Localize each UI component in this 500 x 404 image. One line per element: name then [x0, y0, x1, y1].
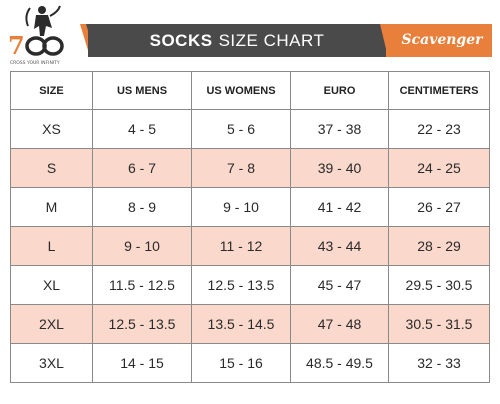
cell-us-womens: 15 - 16: [191, 343, 291, 383]
cell-us-mens: 6 - 7: [92, 148, 192, 188]
table-row: 3XL 14 - 15 15 - 16 48.5 - 49.5 32 - 33: [10, 343, 490, 383]
column-header-us-womens: US WOMENS: [191, 71, 291, 110]
cell-centimeters: 29.5 - 30.5: [388, 265, 490, 305]
table-row: 2XL 12.5 - 13.5 13.5 - 14.5 47 - 48 30.5…: [10, 304, 490, 344]
table-header-row: SIZE US MENS US WOMENS EURO CENTIMETERS: [10, 71, 490, 110]
column-header-size: SIZE: [10, 71, 93, 110]
cell-size: M: [10, 187, 93, 227]
column-header-us-mens: US MENS: [92, 71, 192, 110]
cell-size: L: [10, 226, 93, 266]
cell-euro: 47 - 48: [290, 304, 389, 344]
cell-size: 2XL: [10, 304, 93, 344]
cell-centimeters: 26 - 27: [388, 187, 490, 227]
brand-box-slant: [380, 24, 388, 57]
cell-euro: 37 - 38: [290, 109, 389, 149]
column-header-centimeters: CENTIMETERS: [388, 71, 490, 110]
cell-centimeters: 30.5 - 31.5: [388, 304, 490, 344]
table-row: L 9 - 10 11 - 12 43 - 44 28 - 29: [10, 226, 490, 266]
table-row: M 8 - 9 9 - 10 41 - 42 26 - 27: [10, 187, 490, 227]
brand-logo-scavenger: Scavenger: [401, 32, 483, 48]
cell-centimeters: 28 - 29: [388, 226, 490, 266]
size-chart-table: SIZE US MENS US WOMENS EURO CENTIMETERS …: [10, 71, 490, 383]
cell-size: S: [10, 148, 93, 188]
cell-size: 3XL: [10, 343, 93, 383]
cell-us-mens: 14 - 15: [92, 343, 192, 383]
title-product: SOCKS: [149, 31, 213, 50]
svg-text:7: 7: [8, 31, 25, 60]
brand-box: [386, 24, 492, 57]
cell-us-womens: 13.5 - 14.5: [191, 304, 291, 344]
cell-euro: 48.5 - 49.5: [290, 343, 389, 383]
cell-centimeters: 22 - 23: [388, 109, 490, 149]
cell-us-mens: 8 - 9: [92, 187, 192, 227]
cell-size: XS: [10, 109, 93, 149]
cell-us-womens: 11 - 12: [191, 226, 291, 266]
cell-centimeters: 32 - 33: [388, 343, 490, 383]
header: 7 CROSS YOUR INFINITY SOCKS SIZE CHART Sc…: [0, 0, 500, 70]
cell-us-womens: 5 - 6: [191, 109, 291, 149]
cell-us-womens: 7 - 8: [191, 148, 291, 188]
table-row: XL 11.5 - 12.5 12.5 - 13.5 45 - 47 29.5 …: [10, 265, 490, 305]
cell-us-mens: 12.5 - 13.5: [92, 304, 192, 344]
cell-centimeters: 24 - 25: [388, 148, 490, 188]
page-title: SOCKS SIZE CHART: [96, 24, 378, 57]
table-row: XS 4 - 5 5 - 6 37 - 38 22 - 23: [10, 109, 490, 149]
cell-us-womens: 9 - 10: [191, 187, 291, 227]
cell-euro: 43 - 44: [290, 226, 389, 266]
cell-us-womens: 12.5 - 13.5: [191, 265, 291, 305]
logo-tagline: CROSS YOUR INFINITY: [10, 60, 60, 66]
brand-logo-700: 7 CROSS YOUR INFINITY: [8, 5, 64, 66]
cell-euro: 39 - 40: [290, 148, 389, 188]
column-header-euro: EURO: [290, 71, 389, 110]
title-rest: SIZE CHART: [218, 31, 325, 50]
cell-us-mens: 9 - 10: [92, 226, 192, 266]
cell-euro: 41 - 42: [290, 187, 389, 227]
cell-size: XL: [10, 265, 93, 305]
cell-us-mens: 4 - 5: [92, 109, 192, 149]
cell-us-mens: 11.5 - 12.5: [92, 265, 192, 305]
cell-euro: 45 - 47: [290, 265, 389, 305]
table-row: S 6 - 7 7 - 8 39 - 40 24 - 25: [10, 148, 490, 188]
banner-slant: [86, 24, 96, 57]
banner-accent-stripe: [80, 24, 90, 57]
